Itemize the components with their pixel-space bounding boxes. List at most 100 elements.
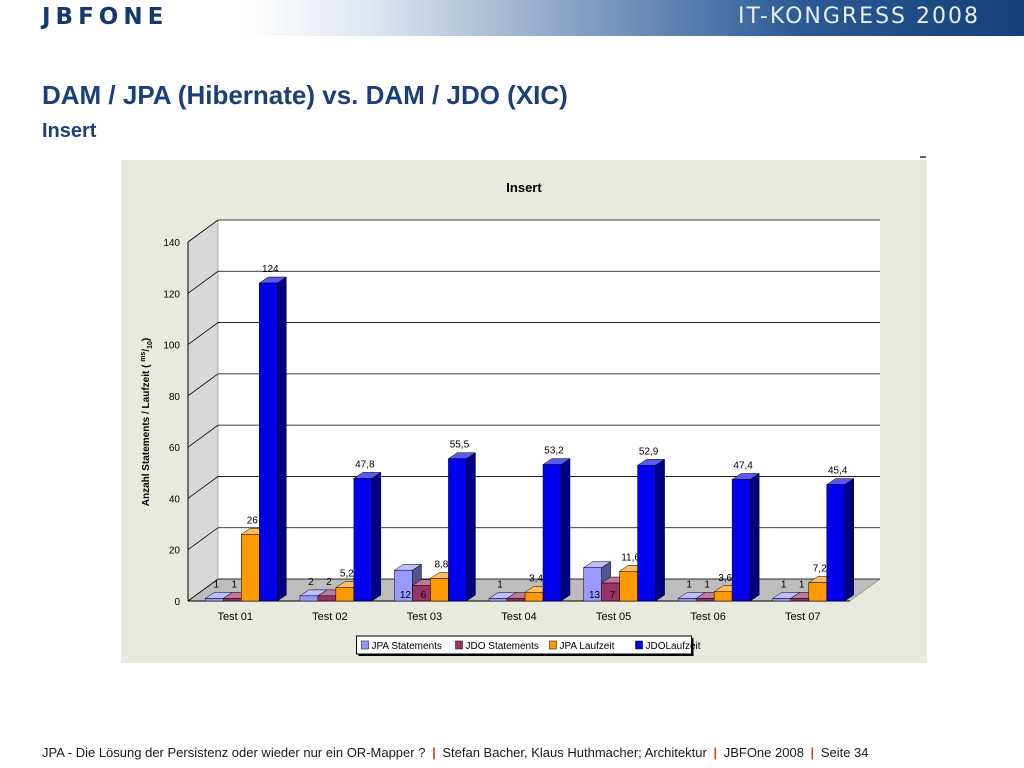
x-tick-label: Test 04 <box>501 611 536 623</box>
legend-swatch <box>361 640 369 650</box>
bar <box>488 598 508 602</box>
x-tick-label: Test 05 <box>596 611 631 623</box>
legend-swatch <box>549 640 557 650</box>
insert-chart: Insert 0 20 40 60 80 100 120 140 Anzahl Statement… <box>140 180 881 656</box>
bar <box>241 534 260 602</box>
data-label: 1 <box>781 579 787 590</box>
data-label: 13 <box>589 590 601 601</box>
bar <box>205 598 224 602</box>
chart-panel: Insert 0 20 40 60 80 100 120 140 Anzahl Statement… <box>121 160 927 663</box>
data-label: 1 <box>214 579 220 590</box>
bar-side <box>560 458 571 602</box>
data-label: 8,8 <box>434 559 448 570</box>
bar <box>317 595 337 602</box>
bar <box>353 478 373 602</box>
data-label: 3,6 <box>718 573 732 584</box>
slide-subtitle: Insert <box>42 120 97 142</box>
bar <box>259 282 278 602</box>
data-label: 47,4 <box>733 460 753 471</box>
bar <box>772 598 791 602</box>
bar <box>448 458 467 602</box>
data-label: 55,5 <box>450 440 470 451</box>
data-label: 11,6 <box>621 552 640 563</box>
chart-side-wall <box>187 219 219 602</box>
data-label: 53,2 <box>544 446 564 457</box>
x-tick-label: Test 01 <box>218 611 253 623</box>
footer: JPA - Die Lösung der Persistenz oder wie… <box>42 745 869 760</box>
bar <box>506 598 526 602</box>
data-label: 26 <box>247 515 259 526</box>
bar <box>790 598 809 602</box>
header-band <box>0 0 1024 36</box>
data-label: 52,9 <box>639 446 659 457</box>
y-tick-label: 120 <box>163 289 180 300</box>
legend-entry: JDO Statements <box>466 641 539 652</box>
bar <box>223 598 242 602</box>
legend-entry: JDOLaufzeit <box>646 641 701 652</box>
chart-title: Insert <box>506 180 542 195</box>
y-tick-label: 60 <box>169 443 181 454</box>
bar-side <box>466 452 476 602</box>
data-label: 12 <box>400 590 412 601</box>
bar <box>713 591 733 602</box>
data-label: 47,8 <box>355 459 375 470</box>
bar <box>677 598 697 602</box>
data-label: 45,4 <box>828 466 848 477</box>
data-label: 2 <box>326 577 332 588</box>
logo: JBFONE <box>42 4 169 30</box>
footer-separator: | <box>432 745 436 760</box>
footer-page: Seite 34 <box>820 745 869 760</box>
gridline <box>187 373 880 397</box>
legend-entry: JPA Statements <box>372 641 442 652</box>
event-title: IT-KONGRESS 2008 <box>738 4 980 29</box>
bar <box>335 587 355 602</box>
slide-title: DAM / JPA (Hibernate) vs. DAM / JDO (XIC… <box>42 80 568 110</box>
bar-side <box>749 472 760 602</box>
legend-entry: JPA Laufzeit <box>560 641 615 652</box>
gridline <box>187 322 880 345</box>
y-tick-label: 40 <box>169 494 181 505</box>
data-label: 3,4 <box>529 573 543 584</box>
y-tick-label: 0 <box>174 597 180 608</box>
bar-side <box>655 458 665 602</box>
data-label: 1 <box>497 579 503 590</box>
y-axis-label: Anzahl Statements / Laufzeit ( ms/10) <box>140 338 154 507</box>
x-tick-label: Test 06 <box>690 611 725 623</box>
bar-side <box>371 471 382 602</box>
footer-event: JBFOne 2008 <box>723 745 804 760</box>
data-label: 1 <box>799 579 805 590</box>
y-tick-label: 80 <box>169 392 181 403</box>
data-label: 6 <box>421 590 427 601</box>
x-tick-label: Test 07 <box>785 611 820 623</box>
data-label: 1 <box>232 579 238 590</box>
data-label: 1 <box>686 579 692 590</box>
y-axis-label-close: ) <box>141 338 152 341</box>
data-label: 2 <box>308 577 314 588</box>
footer-separator: | <box>810 745 815 760</box>
y-axis-label-unit: ms <box>140 352 147 362</box>
bar <box>619 571 638 602</box>
data-label: 7 <box>610 590 616 601</box>
y-tick-label: 140 <box>163 238 180 249</box>
data-label: 7,2 <box>813 564 827 575</box>
footer-authors: Stefan Bacher, Klaus Huthmacher; Archite… <box>442 745 707 760</box>
footer-topic: JPA - Die Lösung der Persistenz oder wie… <box>42 745 426 760</box>
bar <box>695 598 715 602</box>
bar <box>808 582 827 602</box>
corner-mark <box>920 156 926 158</box>
data-label: 1 <box>704 579 710 590</box>
x-tick-label: Test 02 <box>312 611 347 623</box>
data-label: 124 <box>262 264 279 275</box>
bar <box>430 578 449 602</box>
x-tick-label: Test 03 <box>407 611 442 623</box>
bar <box>826 484 845 602</box>
bar <box>637 465 656 602</box>
bar <box>524 592 544 602</box>
legend <box>356 635 692 655</box>
y-axis-label-main: Anzahl Statements / Laufzeit ( <box>141 362 152 506</box>
bar <box>299 595 319 602</box>
y-axis-label-slash: / <box>141 349 152 352</box>
legend-swatch <box>635 640 643 650</box>
y-tick-label: 20 <box>169 546 181 557</box>
y-axis-label-denominator: 10 <box>147 341 154 349</box>
